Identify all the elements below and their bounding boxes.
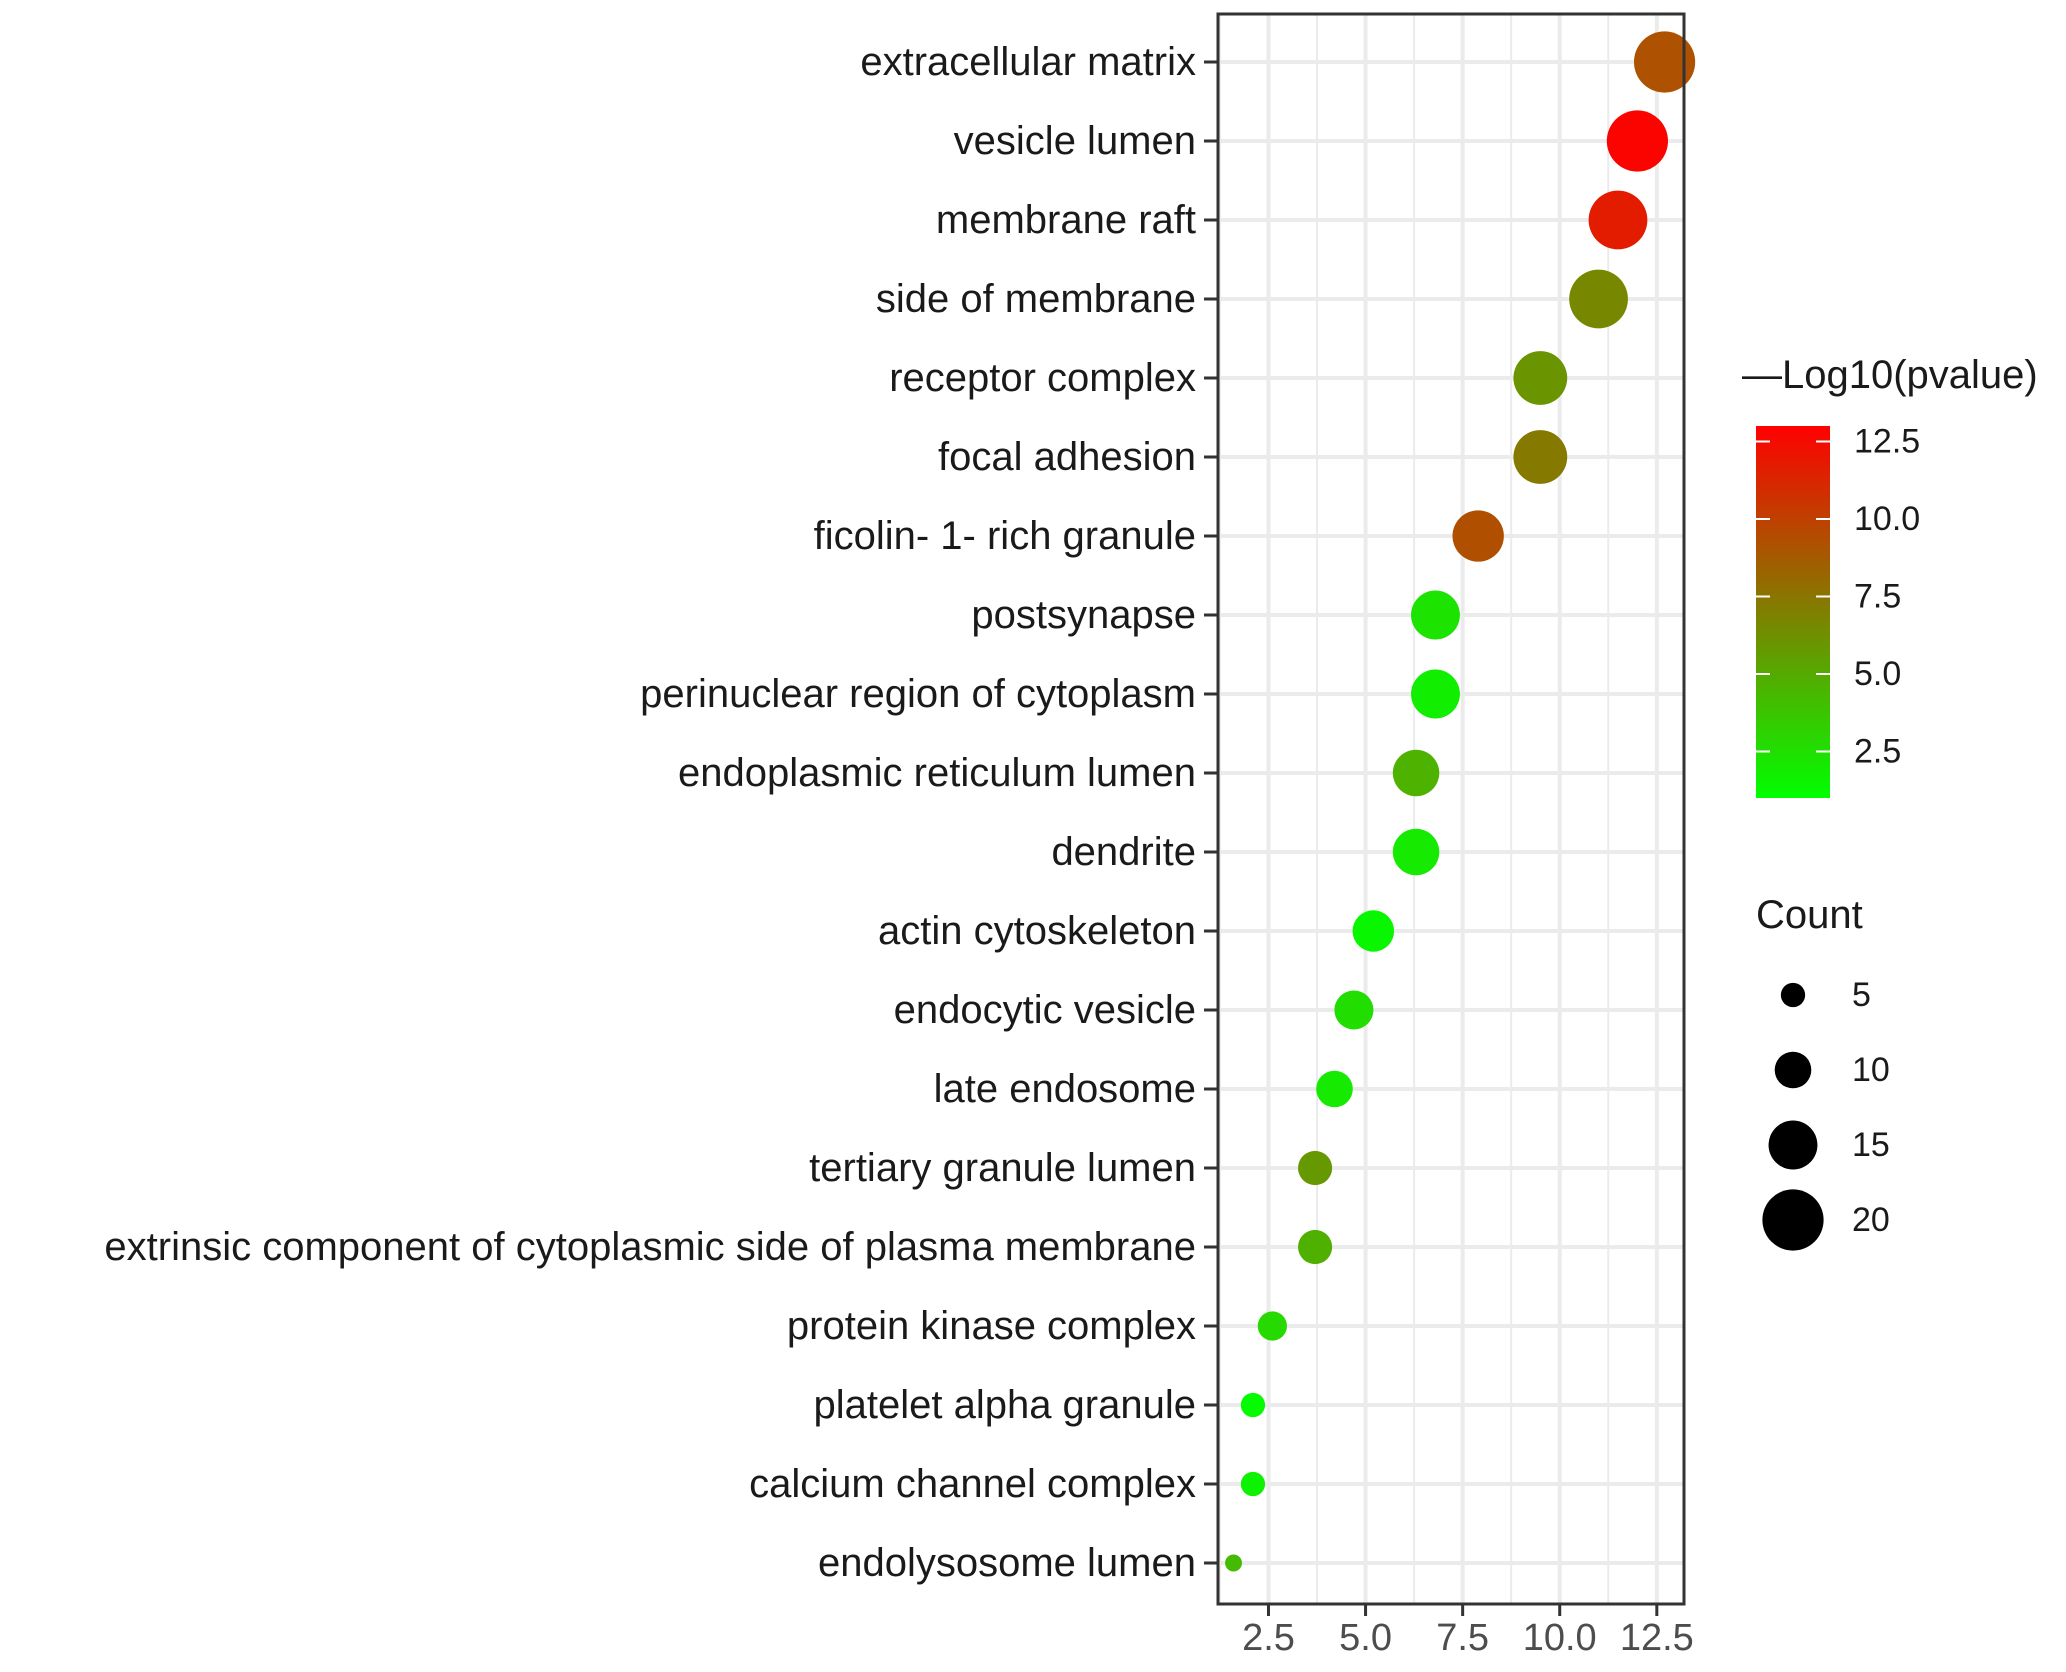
y-tick-label: endocytic vesicle bbox=[894, 988, 1196, 1032]
data-point bbox=[1633, 31, 1696, 93]
y-tick-label: perinuclear region of cytoplasm bbox=[640, 672, 1196, 716]
data-point bbox=[1298, 1150, 1333, 1186]
size-legend: Count 5 10 15 20 bbox=[1756, 893, 1890, 1251]
data-point bbox=[1225, 1554, 1242, 1572]
y-tick-label: actin cytoskeleton bbox=[878, 909, 1196, 953]
data-point bbox=[1240, 1471, 1266, 1497]
y-tick-label: vesicle lumen bbox=[954, 119, 1196, 163]
size-legend-label: 20 bbox=[1852, 1201, 1890, 1239]
y-tick-label: calcium channel complex bbox=[749, 1462, 1196, 1506]
size-legend-dot bbox=[1768, 1120, 1818, 1170]
x-tick-label: 2.5 bbox=[1242, 1617, 1295, 1659]
y-tick-label: platelet alpha granule bbox=[813, 1383, 1196, 1427]
y-tick-label: tertiary granule lumen bbox=[809, 1146, 1196, 1190]
data-point bbox=[1411, 669, 1460, 719]
x-tick-label: 10.0 bbox=[1523, 1617, 1597, 1659]
data-point bbox=[1240, 1392, 1266, 1418]
y-axis: extracellular matrix vesicle lumen membran… bbox=[104, 40, 1218, 1585]
color-legend-label: 10.0 bbox=[1854, 500, 1920, 538]
color-legend-label: 5.0 bbox=[1854, 655, 1901, 693]
y-tick-label: receptor complex bbox=[889, 356, 1196, 400]
data-point bbox=[1569, 269, 1628, 329]
data-point bbox=[1606, 110, 1668, 172]
y-tick-label: side of membrane bbox=[876, 277, 1196, 321]
color-legend-title: —Log10(pvalue) bbox=[1742, 353, 2038, 397]
color-legend-label: 2.5 bbox=[1854, 733, 1901, 771]
y-tick-label: focal adhesion bbox=[938, 435, 1196, 479]
data-point bbox=[1411, 590, 1460, 640]
size-legend-dot bbox=[1762, 1189, 1824, 1251]
x-axis: 2.5 5.0 7.5 10.0 12.5 bbox=[1242, 1604, 1694, 1659]
x-tick-label: 12.5 bbox=[1620, 1617, 1694, 1659]
size-legend-title: Count bbox=[1756, 893, 1863, 937]
x-tick-label: 5.0 bbox=[1339, 1617, 1392, 1659]
y-tick-label: dendrite bbox=[1051, 830, 1196, 874]
plot-panel-border bbox=[1216, 12, 1686, 1606]
data-point bbox=[1352, 910, 1395, 952]
y-tick-label: extrinsic component of cytoplasmic side … bbox=[104, 1225, 1196, 1269]
size-legend-label: 10 bbox=[1852, 1051, 1890, 1089]
color-legend-label: 12.5 bbox=[1854, 423, 1920, 461]
data-point bbox=[1392, 828, 1440, 876]
y-tick-label: endolysosome lumen bbox=[818, 1541, 1196, 1585]
size-legend-label: 5 bbox=[1852, 976, 1871, 1014]
y-tick-label: extracellular matrix bbox=[860, 40, 1196, 84]
size-legend-label: 15 bbox=[1852, 1126, 1890, 1164]
y-tick-label: endoplasmic reticulum lumen bbox=[678, 751, 1196, 795]
color-legend-label: 7.5 bbox=[1854, 578, 1901, 616]
y-tick-label: membrane raft bbox=[936, 198, 1196, 242]
data-points bbox=[1225, 31, 1696, 1572]
y-tick-label: postsynapse bbox=[971, 593, 1196, 637]
data-point bbox=[1513, 351, 1568, 405]
data-point bbox=[1316, 1070, 1353, 1108]
data-point bbox=[1334, 990, 1374, 1030]
size-legend-dot bbox=[1774, 1051, 1812, 1089]
data-point bbox=[1452, 510, 1504, 562]
data-point bbox=[1588, 190, 1648, 250]
y-tick-label: ficolin- 1- rich granule bbox=[814, 514, 1196, 558]
data-point bbox=[1257, 1311, 1287, 1341]
data-point bbox=[1392, 749, 1440, 797]
y-tick-label: late endosome bbox=[934, 1067, 1196, 1111]
color-legend: —Log10(pvalue) 2.5 5.0 7.5 10.0 12.5 bbox=[1742, 353, 2038, 798]
gridlines bbox=[1218, 14, 1684, 1604]
data-point bbox=[1298, 1229, 1333, 1265]
data-point bbox=[1513, 430, 1568, 484]
size-legend-dot bbox=[1780, 982, 1806, 1008]
color-bar bbox=[1756, 426, 1830, 798]
y-tick-label: protein kinase complex bbox=[787, 1304, 1196, 1348]
x-tick-label: 7.5 bbox=[1436, 1617, 1489, 1659]
